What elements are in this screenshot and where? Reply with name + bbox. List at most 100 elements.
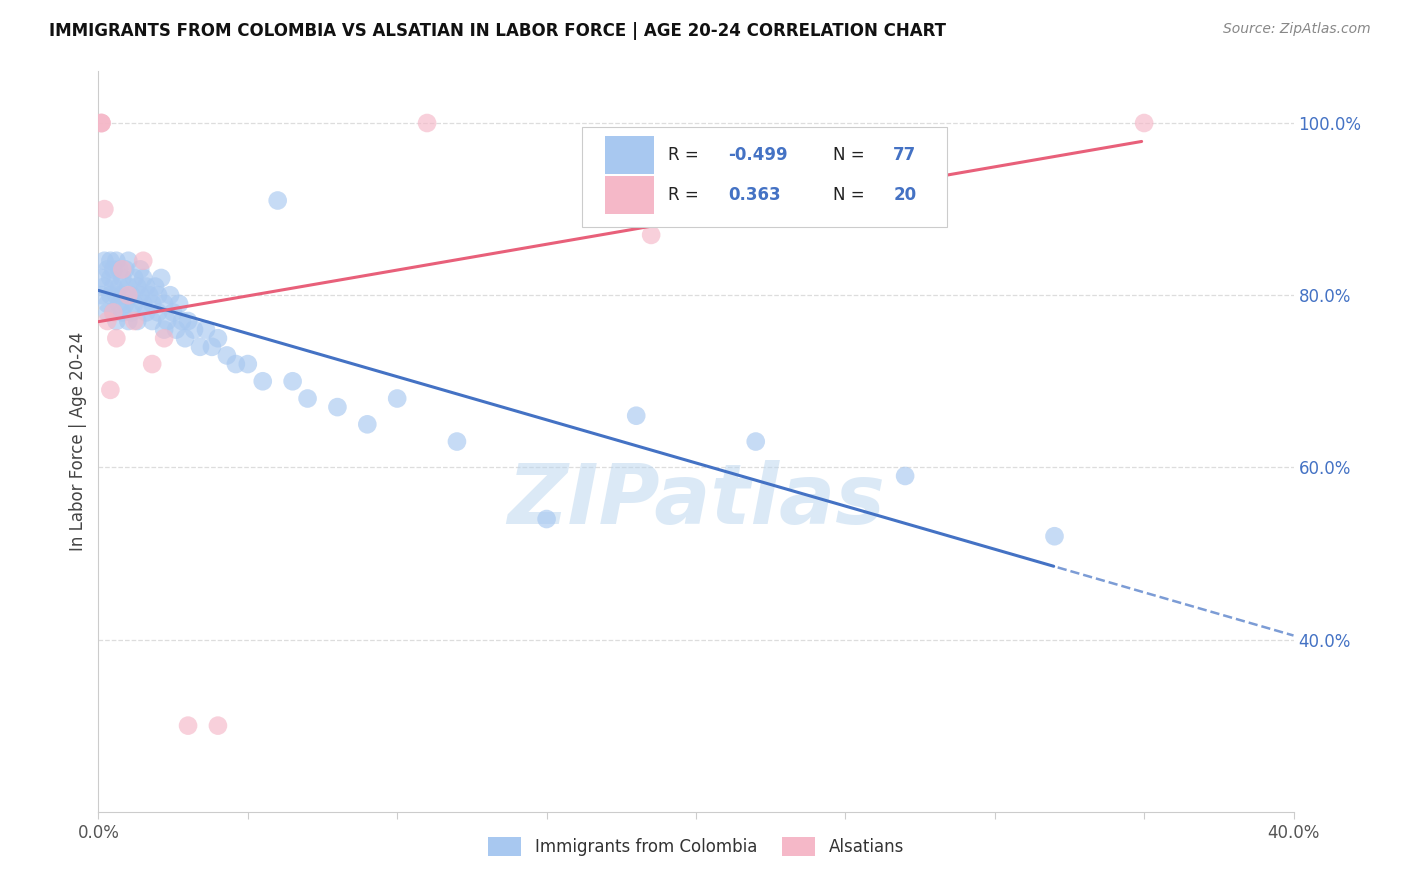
Point (225, 357, 247, 371)
Point (446, 434, 468, 449)
Point (117, 253, 139, 268)
Point (894, 469, 917, 483)
Point (111, 288, 134, 302)
Point (172, 314, 194, 328)
Point (183, 323, 205, 337)
Point (138, 288, 160, 302)
Point (108, 279, 131, 293)
Point (117, 279, 139, 293)
Point (150, 271, 173, 285)
Point (98, 271, 122, 285)
Point (124, 314, 146, 328)
FancyBboxPatch shape (605, 136, 654, 174)
Point (177, 314, 200, 328)
Text: R =: R = (668, 186, 710, 204)
Point (105, 253, 128, 268)
Text: IMMIGRANTS FROM COLOMBIA VS ALSATIAN IN LABOR FORCE | AGE 20-24 CORRELATION CHAR: IMMIGRANTS FROM COLOMBIA VS ALSATIAN IN … (49, 22, 946, 40)
Point (96, 262, 118, 277)
Point (111, 262, 134, 277)
Text: -0.499: -0.499 (728, 146, 787, 164)
Point (153, 331, 176, 345)
Point (148, 288, 170, 302)
Point (90, 116, 112, 130)
Point (894, 142, 917, 156)
Point (141, 357, 163, 371)
Text: R =: R = (668, 146, 704, 164)
Point (267, 194, 290, 208)
Point (201, 340, 224, 354)
Text: 77: 77 (893, 146, 917, 164)
Point (236, 357, 259, 371)
Point (90, 116, 112, 130)
Point (195, 323, 218, 337)
Point (159, 288, 181, 302)
Point (108, 297, 131, 311)
Point (132, 297, 155, 311)
Text: 0.363: 0.363 (728, 186, 780, 204)
Point (93, 279, 115, 293)
Point (162, 305, 184, 319)
Point (132, 271, 155, 285)
Point (105, 288, 128, 302)
Point (165, 323, 187, 337)
Point (120, 305, 142, 319)
Point (98, 288, 122, 302)
Text: ZIPatlas: ZIPatlas (508, 460, 884, 541)
Point (96, 305, 118, 319)
Point (141, 297, 163, 311)
Point (297, 392, 319, 406)
Point (93, 253, 115, 268)
Point (153, 323, 176, 337)
Point (281, 374, 304, 388)
Point (105, 331, 128, 345)
Point (141, 314, 163, 328)
Point (167, 297, 190, 311)
Point (745, 434, 768, 449)
Point (98, 253, 122, 268)
Point (120, 288, 142, 302)
Point (174, 331, 197, 345)
Text: N =: N = (834, 186, 870, 204)
Point (129, 288, 152, 302)
Point (111, 305, 134, 319)
Point (117, 314, 139, 328)
Point (93, 202, 115, 216)
Point (127, 314, 149, 328)
Point (114, 262, 136, 277)
Point (626, 409, 648, 423)
Point (135, 279, 157, 293)
Point (215, 348, 238, 362)
Text: Source: ZipAtlas.com: Source: ZipAtlas.com (1223, 22, 1371, 37)
Point (156, 314, 179, 328)
Point (132, 253, 155, 268)
Point (103, 305, 125, 319)
Point (640, 227, 662, 242)
Point (129, 262, 152, 277)
Point (103, 279, 125, 293)
Point (135, 305, 157, 319)
Point (326, 400, 349, 414)
Point (252, 374, 274, 388)
Point (124, 297, 146, 311)
Point (96, 297, 118, 311)
Legend: Immigrants from Colombia, Alsatians: Immigrants from Colombia, Alsatians (481, 830, 911, 863)
Point (356, 417, 378, 432)
Point (127, 279, 149, 293)
Point (117, 288, 139, 302)
Point (114, 297, 136, 311)
Point (103, 262, 125, 277)
Point (1133, 116, 1156, 130)
Point (207, 331, 229, 345)
Point (536, 512, 558, 526)
Point (148, 305, 170, 319)
Point (207, 718, 229, 732)
Text: N =: N = (834, 146, 870, 164)
Point (90, 271, 112, 285)
Point (98, 383, 122, 397)
Point (90, 288, 112, 302)
Point (188, 340, 211, 354)
Point (143, 279, 166, 293)
Point (124, 271, 146, 285)
Point (153, 297, 176, 311)
Text: 20: 20 (893, 186, 917, 204)
